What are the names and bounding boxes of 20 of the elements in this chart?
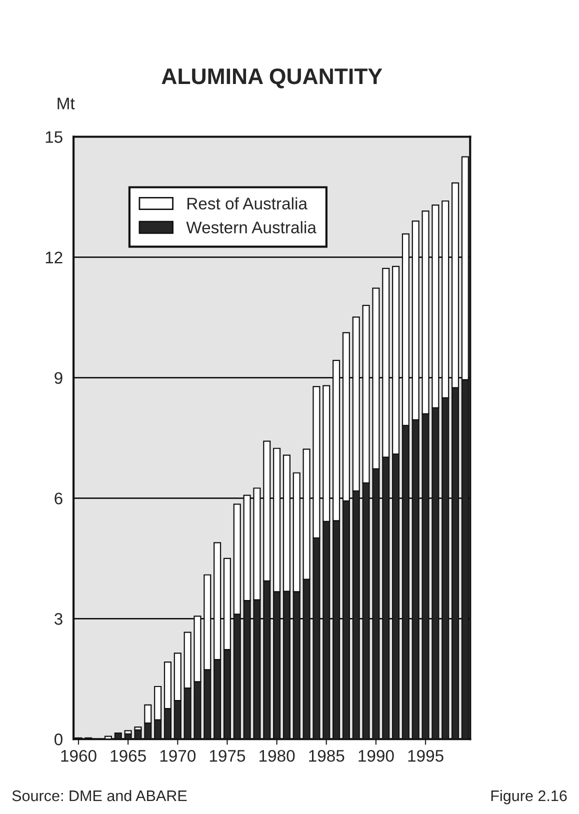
x-tick-label: 1995: [408, 750, 444, 762]
y-tick-label: 15: [46, 131, 62, 143]
legend-label: Western Australia: [186, 221, 316, 234]
x-tick-label: 1975: [210, 750, 246, 762]
x-tick-label: 1965: [110, 750, 146, 762]
x-tick-label: 1985: [309, 750, 344, 762]
x-tick-label: 1960: [61, 750, 96, 762]
y-tick-label: 0: [54, 734, 62, 746]
x-tick-label: 1970: [160, 750, 196, 762]
source-note: Source: DME and ABARE: [12, 790, 187, 802]
x-tick-label: 1990: [358, 750, 394, 762]
caption: Figure 2.16: [491, 790, 567, 804]
y-tick-label: 9: [54, 372, 62, 384]
y-tick-label: 6: [54, 492, 62, 504]
x-tick-label: 1980: [260, 750, 295, 762]
y-axis-title: Mt: [58, 98, 75, 110]
y-tick-label: 3: [54, 613, 62, 625]
y-tick-label: 12: [46, 252, 62, 264]
chart-title: ALUMINA QUANTITY: [162, 68, 382, 88]
legend-label: Rest of Australia: [187, 197, 308, 210]
